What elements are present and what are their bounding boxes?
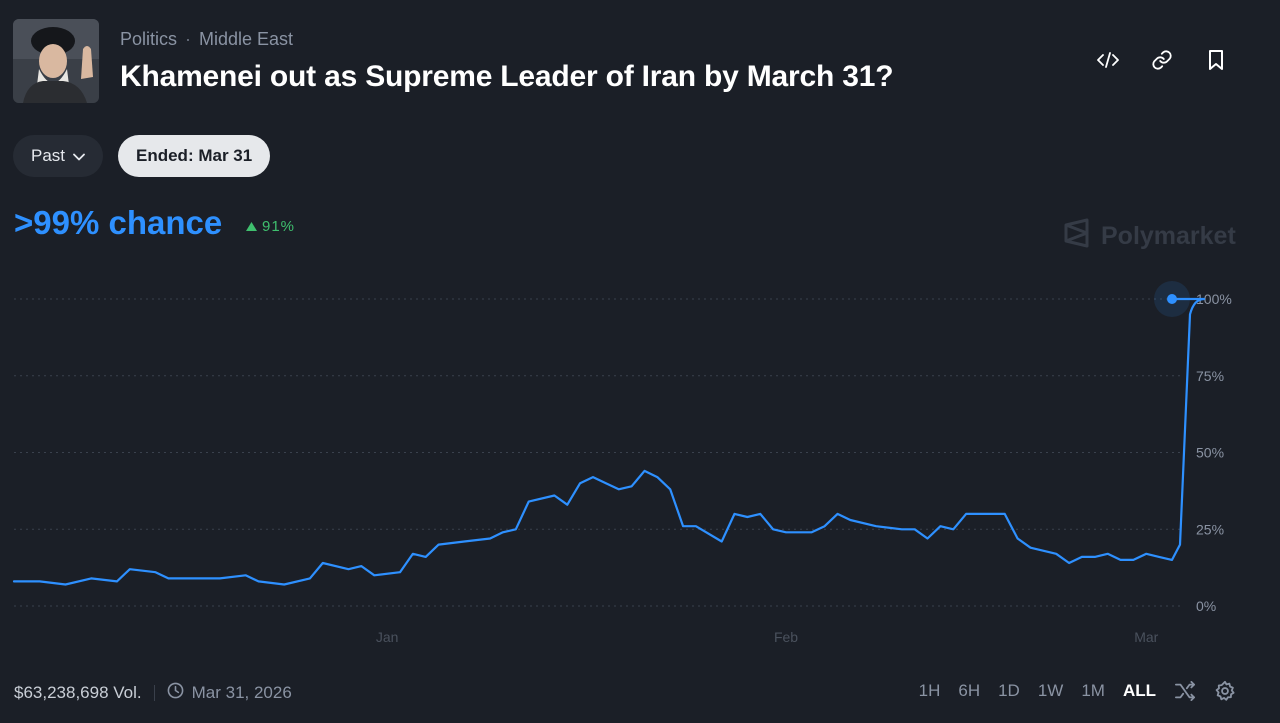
bookmark-icon[interactable]	[1204, 46, 1228, 74]
volume-value: $63,238,698 Vol.	[14, 683, 142, 702]
time-filter-label: Past	[31, 146, 66, 165]
page-title: Khamenei out as Supreme Leader of Iran b…	[120, 60, 894, 93]
y-tick-label: 75%	[1196, 368, 1224, 384]
clock-icon	[167, 682, 184, 704]
triangle-up-icon	[246, 218, 257, 235]
chance-delta: 91%	[246, 218, 295, 235]
market-actions	[1096, 46, 1228, 74]
x-axis-labels: Jan Feb Mar	[376, 629, 1159, 645]
price-chart[interactable]: 100% 75% 50% 25% 0% Jan Feb Mar	[0, 280, 1280, 660]
end-date-value: Mar 31, 2026	[191, 683, 292, 702]
y-axis-labels: 100% 75% 50% 25% 0%	[1196, 291, 1232, 614]
x-tick-label: Jan	[376, 629, 399, 645]
breadcrumb-separator: ·	[185, 29, 192, 49]
x-tick-label: Feb	[774, 629, 798, 645]
range-1w[interactable]: 1W	[1037, 681, 1064, 700]
brand-name: Polymarket	[1101, 222, 1236, 250]
range-all[interactable]: ALL	[1122, 681, 1156, 700]
y-tick-label: 0%	[1196, 598, 1216, 614]
link-icon[interactable]	[1150, 46, 1174, 74]
market-footer: $63,238,698 Vol. Mar 31, 2026	[14, 682, 292, 704]
last-point	[1167, 294, 1177, 304]
shuffle-icon[interactable]	[1174, 681, 1196, 701]
time-filter-dropdown[interactable]: Past	[13, 135, 104, 177]
series-line	[12, 297, 1206, 586]
range-selector: 1H 6H 1D 1W 1M ALL	[919, 680, 1236, 702]
y-tick-label: 25%	[1196, 521, 1224, 537]
brand-watermark: Polymarket	[1063, 218, 1236, 255]
settings-gear-icon[interactable]	[1214, 680, 1236, 702]
breadcrumb-politics[interactable]: Politics	[120, 29, 178, 49]
y-tick-label: 100%	[1196, 291, 1232, 307]
chart-grid	[14, 298, 1182, 607]
footer-divider	[153, 685, 155, 701]
breadcrumb-middle-east[interactable]: Middle East	[199, 29, 294, 49]
chevron-down-icon	[73, 146, 85, 166]
chance-value: >99% chance	[14, 204, 223, 241]
range-1m[interactable]: 1M	[1081, 681, 1105, 700]
end-date: Mar 31, 2026	[167, 682, 292, 704]
ended-date-chip[interactable]: Ended: Mar 31	[118, 135, 271, 177]
polymarket-logo-icon	[1063, 218, 1091, 255]
breadcrumb: Politics · Middle East	[120, 29, 293, 50]
y-tick-label: 50%	[1196, 445, 1224, 461]
range-1h[interactable]: 1H	[918, 681, 941, 700]
x-tick-label: Mar	[1134, 629, 1158, 645]
range-1d[interactable]: 1D	[998, 681, 1020, 700]
market-image	[13, 19, 99, 103]
range-6h[interactable]: 6H	[958, 681, 981, 700]
chance-delta-value: 91%	[262, 218, 296, 235]
embed-icon[interactable]	[1096, 46, 1120, 74]
ended-date-label: Ended: Mar 31	[136, 146, 253, 165]
